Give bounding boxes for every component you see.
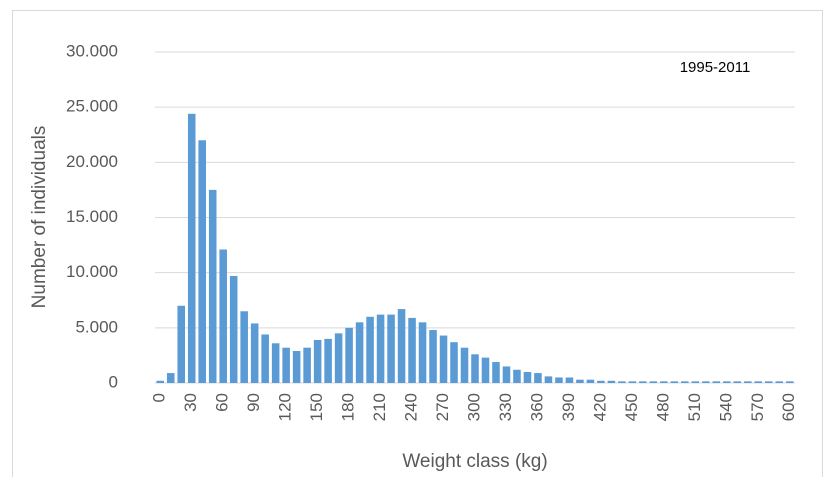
y-tick-label: 15.000 (66, 207, 118, 226)
x-tick-label: 90 (244, 393, 263, 412)
bar (418, 322, 427, 383)
bar (292, 351, 301, 383)
bar (785, 381, 794, 383)
x-tick-label: 180 (339, 393, 358, 421)
bar (534, 373, 542, 383)
x-axis-label: Weight class (kg) (402, 451, 547, 472)
bar (670, 381, 679, 383)
y-tick-label: 25.000 (66, 97, 118, 116)
bar (471, 354, 479, 383)
bar (555, 377, 563, 383)
bar (376, 314, 385, 383)
bar (397, 309, 406, 383)
x-tick-label: 300 (464, 393, 483, 421)
bar (744, 381, 752, 383)
x-tick-label: 330 (496, 393, 515, 421)
bar (355, 322, 364, 383)
x-tick-label: 540 (716, 393, 735, 421)
bar (681, 381, 689, 383)
bar (313, 339, 322, 383)
bar (639, 381, 647, 383)
bar (198, 140, 206, 383)
chart-frame (12, 10, 823, 477)
bar (345, 327, 353, 383)
bar (303, 347, 311, 383)
x-tick-label: 450 (622, 393, 641, 421)
bar (691, 381, 700, 383)
y-tick-label: 30.000 (66, 41, 118, 60)
bar (271, 343, 280, 383)
bar (618, 381, 626, 383)
bar (408, 317, 416, 383)
bar (481, 357, 490, 383)
bar (660, 381, 668, 383)
bar (502, 366, 511, 383)
bar (250, 323, 259, 383)
bar (366, 316, 374, 383)
x-tick-label: 420 (590, 393, 609, 421)
bar (544, 376, 553, 383)
bar (334, 333, 343, 383)
bar (492, 362, 500, 383)
bar (764, 381, 773, 383)
bar (229, 275, 238, 383)
x-tick-label: 120 (276, 393, 295, 421)
bar (649, 381, 658, 383)
y-axis-label: Number of individuals (29, 126, 50, 309)
x-tick-label: 150 (307, 393, 326, 421)
x-tick-label: 60 (213, 393, 232, 412)
bar (754, 381, 763, 383)
bar (219, 249, 227, 383)
bar (607, 380, 616, 383)
x-tick-label: 570 (748, 393, 767, 421)
bar (733, 381, 742, 383)
x-tick-label: 30 (181, 393, 200, 412)
x-tick-label: 480 (653, 393, 672, 421)
bar (240, 311, 248, 383)
bar (324, 338, 332, 383)
bar (775, 381, 784, 383)
y-tick-label: 0 (109, 372, 118, 391)
bar (628, 381, 637, 383)
bar (261, 334, 269, 383)
x-tick-label: 270 (433, 393, 452, 421)
y-tick-label: 20.000 (66, 152, 118, 171)
y-tick-label: 10.000 (66, 262, 118, 281)
bar (177, 305, 186, 383)
bar (565, 377, 574, 383)
annotation: 1995-2011 (680, 59, 751, 76)
x-tick-label: 360 (527, 393, 546, 421)
x-tick-label: 240 (402, 393, 421, 421)
bar (576, 379, 584, 383)
bar (597, 380, 605, 383)
bar (702, 381, 710, 383)
bar (712, 381, 721, 383)
bar (723, 381, 731, 383)
x-tick-label: 600 (779, 393, 798, 421)
bar (586, 379, 595, 383)
bar (387, 314, 395, 383)
y-tick-label: 5.000 (75, 317, 118, 336)
bar (513, 369, 521, 383)
bar (460, 347, 469, 383)
bar (208, 189, 217, 383)
bar (282, 347, 290, 383)
bar (166, 373, 175, 383)
bar (429, 330, 437, 383)
x-tick-label: 210 (370, 393, 389, 421)
bar (156, 380, 165, 383)
bar (439, 335, 448, 383)
x-tick-label: 510 (685, 393, 704, 421)
bar (450, 342, 458, 383)
x-tick-label: 390 (559, 393, 578, 421)
bar (523, 371, 532, 383)
x-tick-label: 0 (150, 393, 169, 402)
bar (187, 113, 196, 383)
